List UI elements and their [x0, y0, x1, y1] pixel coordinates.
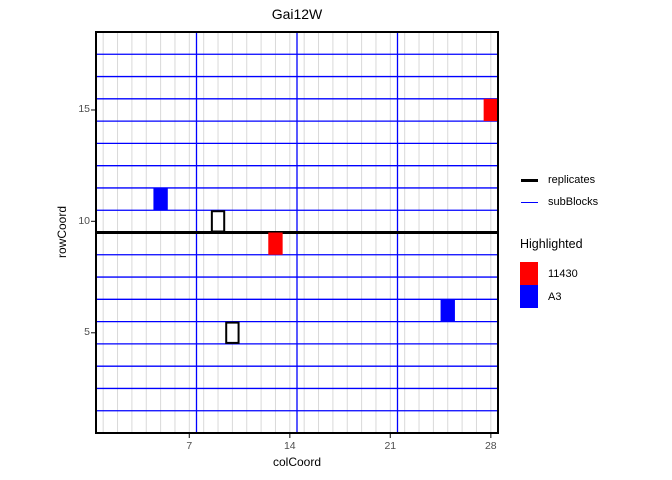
legend-line-types: replicates subBlocks — [521, 169, 598, 213]
outlined-cell — [210, 210, 226, 233]
highlighted-cell — [440, 299, 455, 322]
x-tick-label: 14 — [283, 440, 296, 452]
plot-title: Gai12W — [271, 6, 323, 22]
y-tick-label: 10 — [78, 214, 90, 227]
highlighted-cell — [153, 187, 168, 211]
panel-border — [95, 31, 499, 434]
legend-item-label: replicates — [548, 174, 596, 186]
highlighted-cell — [268, 232, 283, 255]
x-tick-label: 28 — [484, 440, 497, 452]
x-tick-label: 7 — [186, 440, 193, 452]
legend-item-label: subBlocks — [548, 196, 599, 208]
x-tick-label: 21 — [384, 440, 397, 452]
y-axis-title: rowCoord — [55, 205, 69, 259]
legend-item-label: A3 — [548, 290, 562, 303]
red-square-swatch — [520, 262, 538, 285]
highlighted-cell — [483, 98, 498, 122]
legend-item-label: 11430 — [548, 267, 578, 280]
legend-item-replicates: replicates — [521, 169, 598, 191]
y-tick-label: 5 — [84, 326, 90, 339]
blue-square-swatch — [520, 285, 538, 308]
subblocks-line-swatch — [521, 201, 538, 203]
legend-item-11430: 11430 — [520, 262, 583, 285]
legend-highlighted: Highlighted 11430 A3 — [520, 237, 583, 308]
legend-title: Highlighted — [520, 237, 583, 251]
legend-item-a3: A3 — [520, 285, 583, 308]
outlined-cell — [225, 321, 240, 344]
x-axis-title: colCoord — [272, 455, 322, 469]
replicates-line-swatch — [521, 178, 538, 182]
y-tick-label: 15 — [78, 103, 90, 116]
legend-item-subblocks: subBlocks — [521, 191, 598, 213]
